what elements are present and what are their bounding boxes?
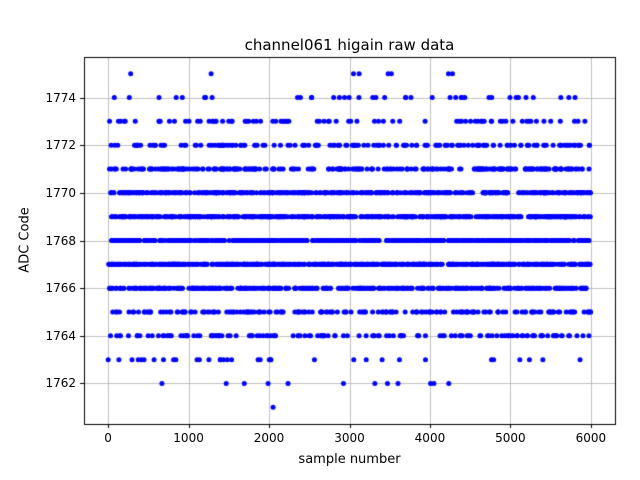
x-tick-label: 6000 [575,431,607,445]
x-tick-label: 5000 [495,431,526,445]
y-tick-label: 1766 [45,281,76,296]
y-tick-label: 1768 [45,233,76,248]
x-tick-label: 0 [104,431,112,445]
x-axis-label: sample number [298,452,401,467]
x-tick-label: 1000 [173,431,204,445]
x-tick-label: 3000 [334,431,365,445]
y-axis-label: ADC Code [17,207,33,273]
x-tick-label: 2000 [253,431,285,445]
chart-title: channel061 higain raw data [244,36,455,54]
y-tick-label: 1762 [45,376,76,391]
y-tick-label: 1764 [45,328,76,343]
y-tick-label: 1772 [45,138,76,153]
y-tick-label: 1770 [45,185,76,200]
x-tick-label: 4000 [414,431,446,445]
y-tick-label: 1774 [45,90,76,105]
